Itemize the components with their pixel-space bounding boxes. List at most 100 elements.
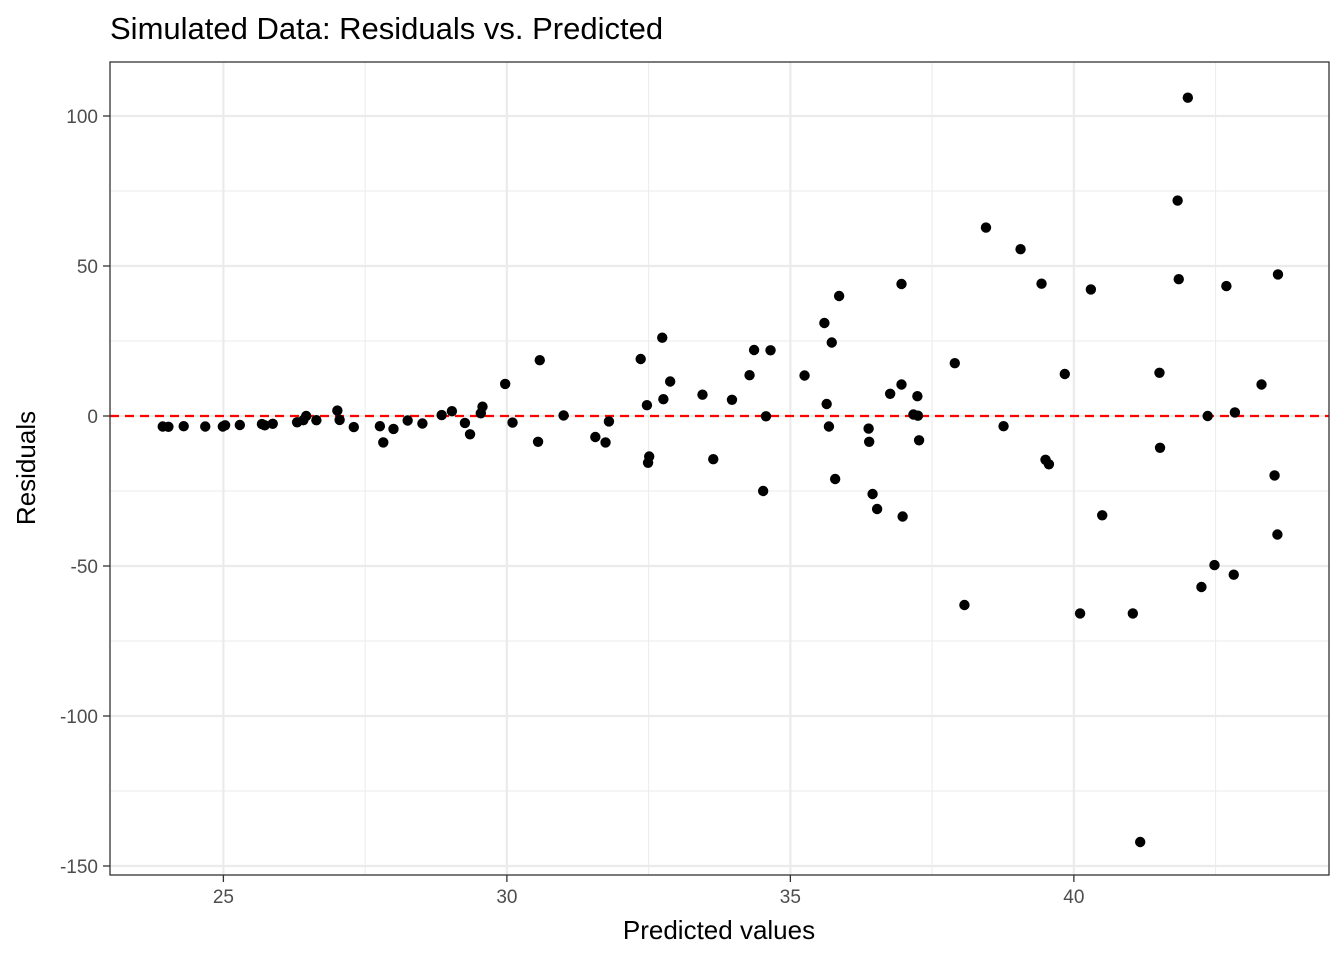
data-point (436, 409, 447, 421)
data-point (1272, 269, 1284, 280)
data-point (757, 485, 769, 497)
data-point (896, 278, 907, 290)
x-tick-label: 25 (213, 887, 234, 908)
grid-major (110, 62, 1329, 875)
data-point (1059, 368, 1070, 380)
data-point (826, 337, 837, 348)
data-point (1097, 510, 1108, 521)
data-point (402, 415, 413, 426)
data-point (259, 420, 270, 431)
data-point (1173, 274, 1184, 285)
data-point (765, 345, 776, 356)
data-point (896, 379, 907, 390)
data-point (657, 332, 668, 343)
y-tick-label: 0 (87, 407, 98, 428)
y-tick-label: 100 (66, 107, 98, 128)
data-point (600, 437, 611, 448)
data-point (507, 417, 518, 428)
data-point (760, 411, 772, 422)
data-point (178, 421, 189, 432)
data-point (219, 420, 231, 431)
data-point (417, 418, 428, 429)
data-point (300, 410, 312, 422)
data-point (726, 394, 738, 405)
data-point (912, 391, 923, 402)
data-point (664, 376, 676, 387)
data-point (829, 473, 841, 485)
data-point (744, 370, 755, 381)
y-tick-label: -150 (60, 857, 98, 878)
data-point (1272, 529, 1283, 540)
data-point (697, 389, 708, 400)
data-point (913, 435, 925, 446)
data-point (332, 405, 343, 416)
data-point (1036, 278, 1047, 289)
data-point (590, 431, 601, 443)
data-point (603, 416, 615, 427)
data-point (708, 454, 719, 465)
data-point (446, 406, 458, 417)
data-point (980, 222, 992, 233)
data-point (1127, 608, 1139, 619)
data-point (821, 398, 832, 410)
data-point (867, 488, 878, 500)
data-point (378, 437, 389, 448)
data-point (459, 417, 471, 429)
data-points (157, 92, 1284, 848)
data-point (200, 421, 211, 432)
data-point (1196, 581, 1207, 593)
data-point (388, 423, 399, 435)
data-point (884, 388, 896, 399)
x-tick-label: 30 (496, 887, 517, 908)
data-point (1202, 410, 1213, 422)
x-tick-label: 40 (1063, 887, 1084, 908)
data-point (532, 436, 544, 447)
data-point (464, 429, 476, 440)
data-point (234, 419, 246, 431)
data-point (642, 457, 654, 468)
data-point (499, 378, 511, 390)
data-point (863, 423, 874, 434)
data-point (348, 421, 359, 433)
data-point (658, 394, 669, 405)
y-axis-title: Residuals (11, 411, 41, 525)
data-point (1015, 244, 1026, 255)
data-point (635, 353, 646, 365)
x-axis-title: Predicted values (623, 915, 815, 945)
data-point (959, 599, 970, 611)
data-point (1172, 195, 1183, 206)
grid-minor (110, 62, 1329, 875)
data-point (334, 414, 345, 426)
data-point (641, 400, 653, 411)
x-axis-ticks: 25 30 35 40 (213, 875, 1084, 908)
data-point (1256, 379, 1267, 390)
y-tick-label: -50 (71, 557, 98, 578)
data-point (912, 410, 924, 421)
panel-border (109, 61, 1330, 876)
data-point (1228, 569, 1239, 580)
data-point (374, 421, 386, 432)
x-tick-label: 35 (780, 887, 801, 908)
data-point (823, 421, 835, 432)
y-tick-label: -100 (60, 707, 98, 728)
data-point (998, 421, 1009, 432)
data-point (819, 317, 830, 329)
data-point (1269, 470, 1280, 481)
data-point (833, 290, 845, 302)
data-point (1134, 836, 1146, 848)
data-point (477, 401, 488, 412)
data-point (534, 355, 545, 366)
data-point (1085, 284, 1097, 295)
data-point (863, 436, 875, 447)
data-point (1154, 442, 1166, 453)
data-point (1182, 92, 1194, 103)
data-point (1209, 559, 1220, 571)
data-point (1229, 407, 1241, 418)
data-point (163, 421, 174, 432)
chart-title: Simulated Data: Residuals vs. Predicted (110, 11, 663, 46)
data-point (748, 344, 760, 356)
data-point (1154, 367, 1165, 378)
data-point (1074, 608, 1086, 619)
data-point (1043, 459, 1055, 470)
